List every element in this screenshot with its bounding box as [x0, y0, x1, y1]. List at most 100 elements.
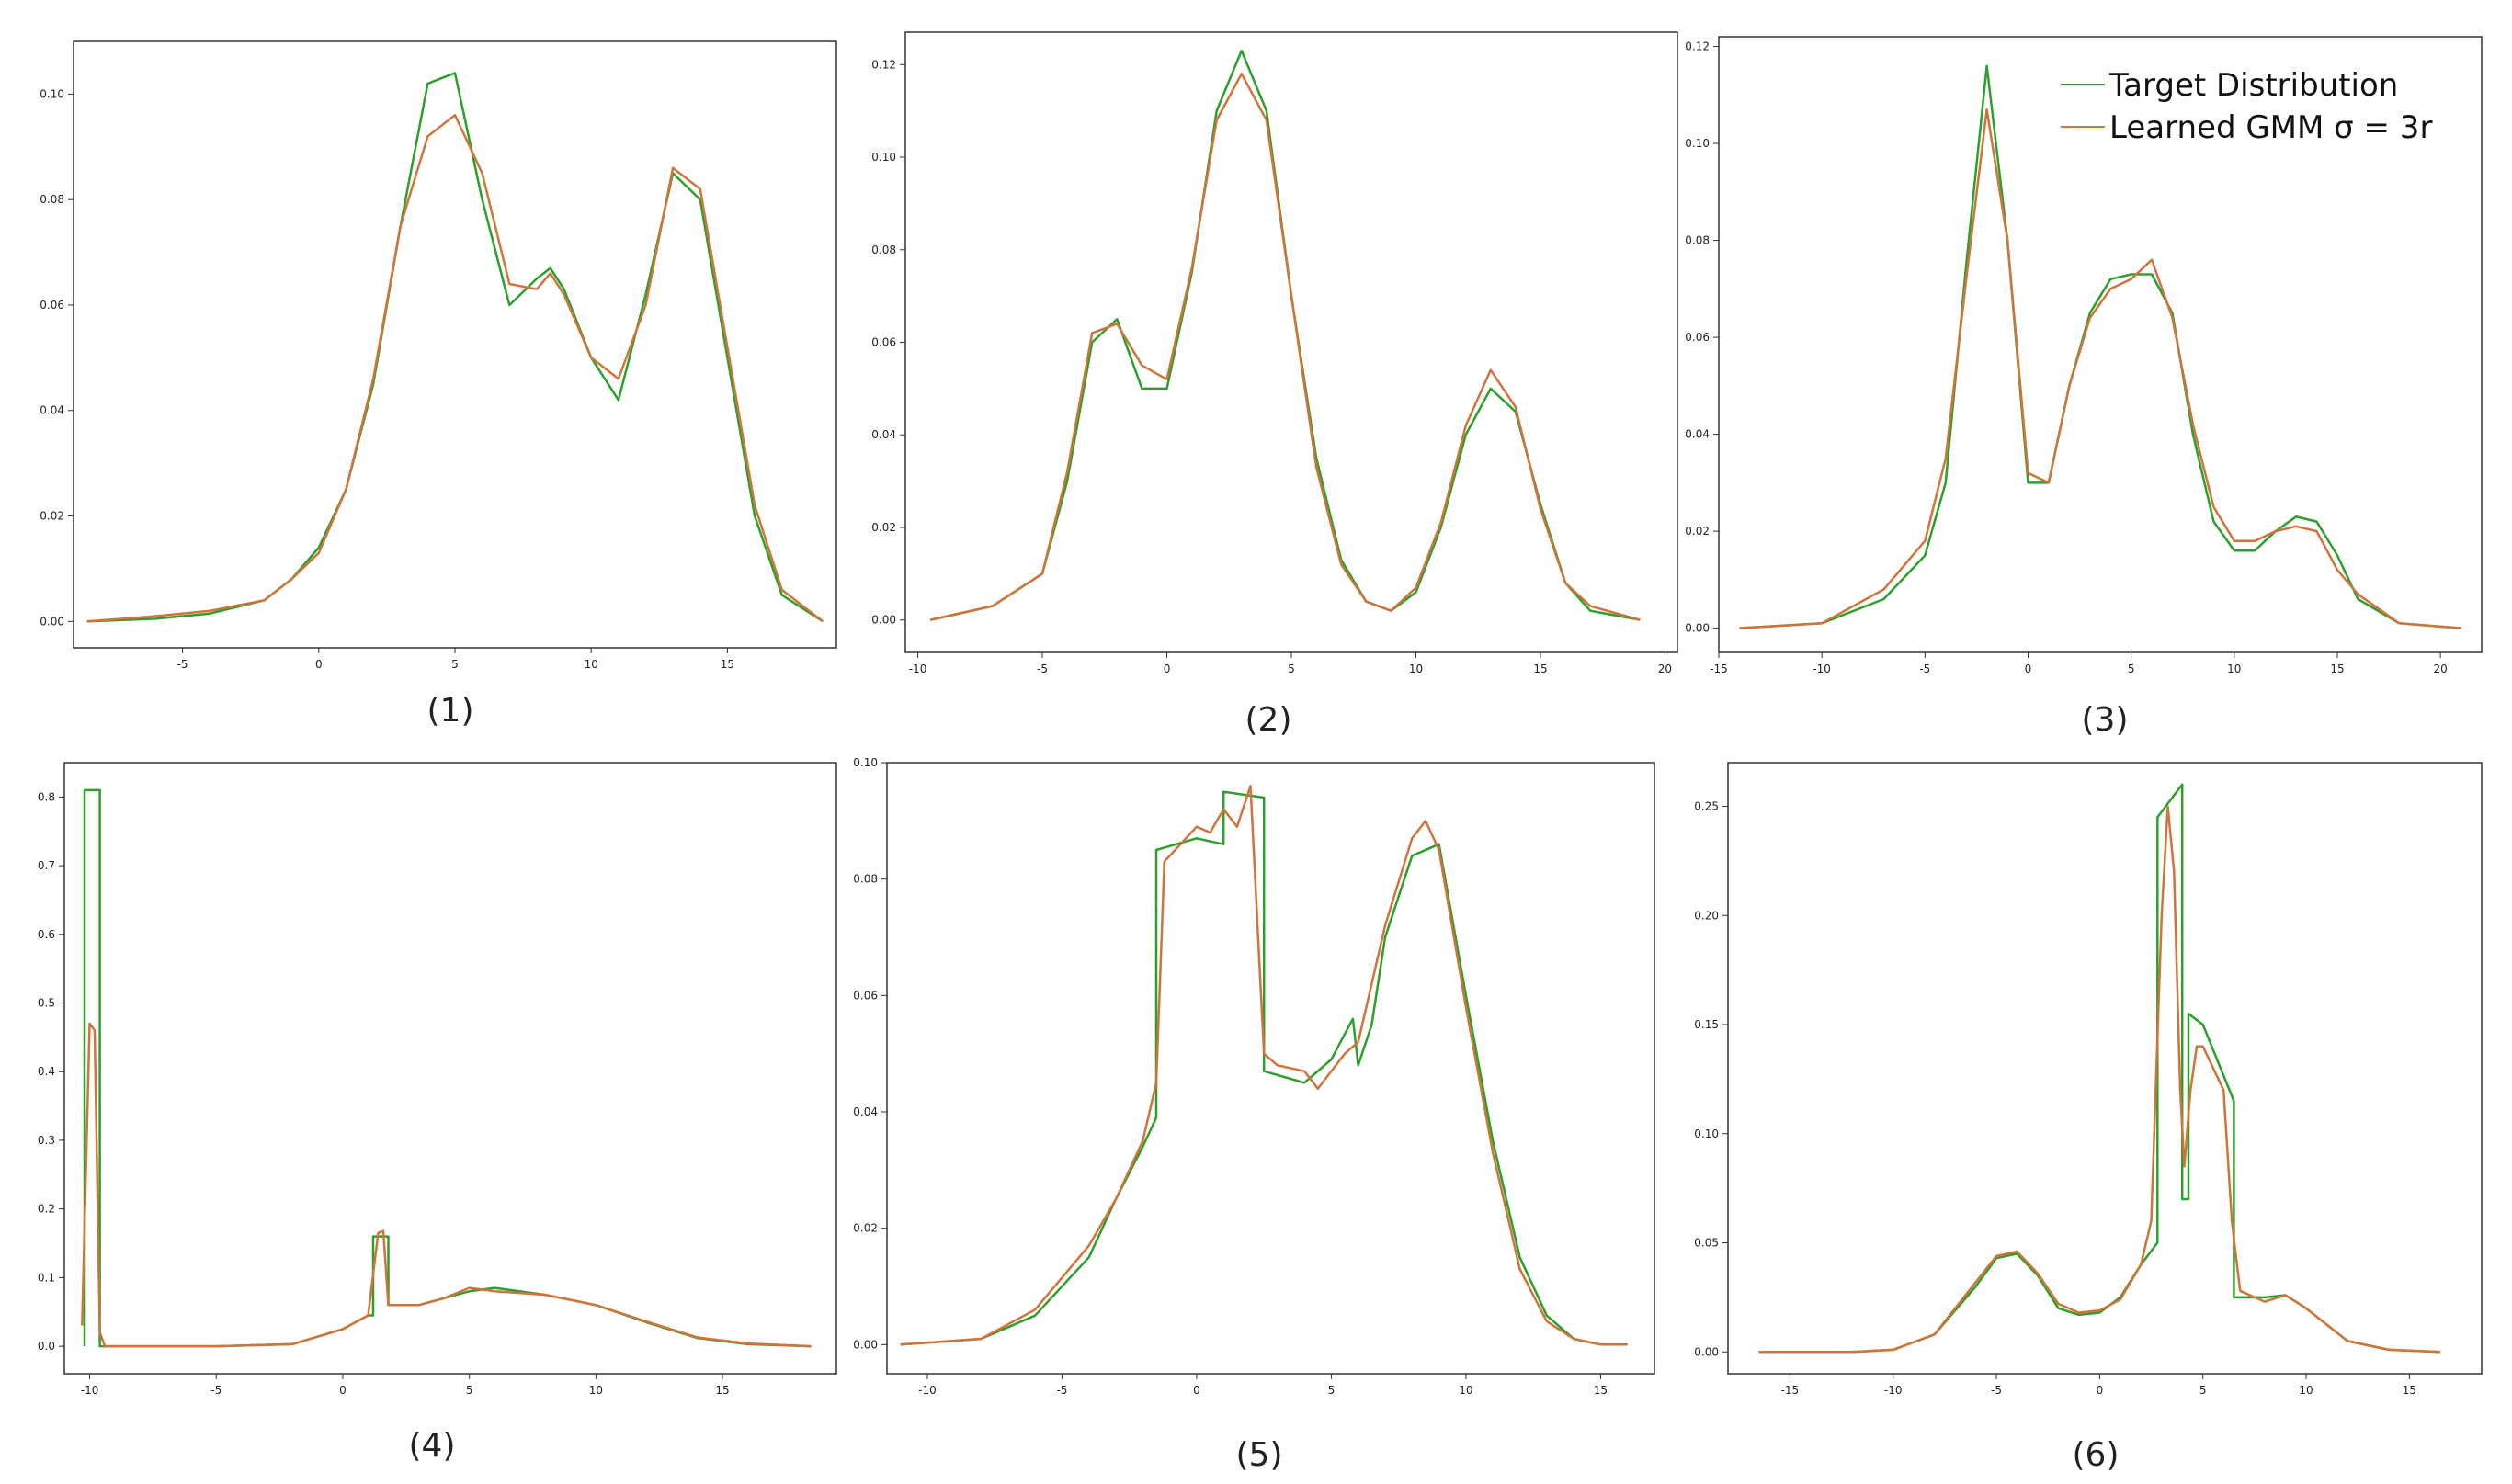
y-tick-label: 0.3 — [38, 1134, 55, 1147]
y-tick-label: 0.6 — [38, 928, 55, 941]
y-tick-label: 0.00 — [40, 615, 64, 628]
y-tick-label: 0.12 — [1685, 40, 1710, 53]
x-tick-label: 0 — [339, 1384, 347, 1397]
series-line-learned — [929, 73, 1641, 621]
chart-panel-3: -15 -10 -5 0 5 10 15 20 0.00 0.02 0.04 0.06 0.08 0.10… — [1685, 36, 2483, 739]
y-tick-label: 0.0 — [38, 1340, 55, 1353]
y-tick-label: 0.08 — [1685, 234, 1710, 247]
x-tick-label: 20 — [2433, 663, 2447, 675]
x-tick-label: 0 — [1193, 1384, 1200, 1397]
x-tick-label: 10 — [2227, 663, 2241, 675]
x-tick-label: 10 — [2299, 1384, 2313, 1397]
series-line-target — [83, 788, 812, 1348]
x-tick-label: 5 — [451, 658, 459, 671]
y-tick-label: 0.02 — [40, 510, 64, 523]
x-tick-label: 15 — [2330, 663, 2344, 675]
x-tick-label: 20 — [1658, 663, 1672, 675]
series-line-learned — [86, 114, 824, 623]
y-tick-label: 0.1 — [38, 1271, 55, 1284]
x-tick-label: 0 — [2025, 663, 2032, 675]
series-line-target — [900, 790, 1628, 1346]
legend-label-target: Target Distribution — [2108, 67, 2398, 104]
y-tick-label: 0.06 — [1685, 331, 1710, 344]
y-tick-label: 0.5 — [38, 997, 55, 1010]
x-tick-label: -10 — [1884, 1384, 1903, 1397]
x-tick-label: 10 — [589, 1384, 603, 1397]
y-tick-label: 0.06 — [853, 989, 878, 1002]
x-tick-label: -5 — [1991, 1384, 2002, 1397]
x-tick-label: 15 — [1594, 1384, 1608, 1397]
x-tick-label: -5 — [1919, 663, 1930, 675]
y-tick-label: 0.02 — [1685, 525, 1710, 538]
plot-frame — [73, 40, 837, 649]
x-tick-label: 5 — [466, 1384, 473, 1397]
y-tick-label: 0.7 — [38, 859, 55, 872]
x-tick-label: 10 — [585, 658, 598, 671]
plot-frame — [904, 31, 1678, 653]
y-tick-label: 0.04 — [1685, 428, 1710, 441]
y-tick-label: 0.12 — [871, 58, 896, 71]
panel-label: (5) — [1236, 1436, 1283, 1474]
chart-panel-5: -10 -5 0 5 10 15 0.00 0.02 0.04 0.06 0.08 0.10 (5) — [853, 756, 1655, 1474]
x-tick-label: -5 — [1056, 1384, 1067, 1397]
x-tick-label: 5 — [2128, 663, 2135, 675]
series-line-target — [1739, 64, 2461, 629]
x-tick-label: -15 — [1781, 1384, 1800, 1397]
panel-label: (1) — [427, 692, 474, 730]
y-tick-label: 0.08 — [853, 873, 878, 886]
series-line-target — [929, 49, 1641, 621]
y-tick-label: 0.10 — [853, 756, 878, 769]
plot-frame — [1718, 36, 2483, 653]
y-tick-label: 0.20 — [1694, 909, 1719, 922]
y-tick-label: 0.25 — [1694, 800, 1719, 813]
x-tick-label: -5 — [1037, 663, 1048, 675]
y-tick-label: 0.04 — [871, 428, 896, 441]
y-tick-label: 0.15 — [1694, 1018, 1719, 1031]
legend: Target Distribution Learned GMM σ = 3r — [2061, 67, 2432, 146]
y-tick-label: 0.4 — [38, 1065, 55, 1078]
y-tick-label: 0.06 — [40, 299, 64, 312]
plot-frame — [63, 762, 837, 1375]
x-tick-label: -10 — [1813, 663, 1831, 675]
series-line-learned — [900, 785, 1628, 1346]
x-tick-label: -15 — [1710, 663, 1728, 675]
y-tick-label: 0.04 — [853, 1105, 878, 1118]
y-tick-label: 0.00 — [1694, 1345, 1719, 1358]
x-tick-label: 10 — [1459, 1384, 1472, 1397]
x-tick-label: 15 — [1533, 663, 1547, 675]
x-tick-label: -5 — [177, 658, 188, 671]
y-tick-label: 0.10 — [1694, 1127, 1719, 1140]
panel-label: (4) — [409, 1427, 456, 1465]
y-tick-label: 0.00 — [1685, 622, 1710, 635]
legend-label-learned: Learned GMM σ = 3r — [2109, 109, 2432, 146]
y-tick-label: 0.08 — [871, 244, 896, 256]
x-tick-label: -10 — [918, 1384, 937, 1397]
x-tick-label: 5 — [1288, 663, 1295, 675]
plot-frame — [886, 762, 1655, 1375]
x-tick-label: 15 — [715, 1384, 729, 1397]
series-line-learned — [1739, 108, 2461, 629]
x-tick-label: 15 — [721, 658, 734, 671]
chart-panel-2: -10 -5 0 5 10 15 20 0.00 0.02 0.04 0.06 0.08 0.10 0.1… — [871, 31, 1678, 739]
y-tick-label: 0.10 — [1685, 137, 1710, 150]
x-tick-label: 0 — [2097, 1384, 2104, 1397]
chart-panel-1: -5 0 5 10 15 0.00 0.02 0.04 0.06 0.08 0.10 (1) — [40, 40, 837, 730]
x-tick-label: 10 — [1409, 663, 1423, 675]
y-tick-label: 0.10 — [40, 87, 64, 100]
y-tick-label: 0.08 — [40, 193, 64, 206]
x-tick-label: 0 — [315, 658, 323, 671]
series-line-target — [1758, 783, 2441, 1354]
plot-frame — [1727, 762, 2483, 1375]
y-tick-label: 0.00 — [871, 614, 896, 627]
y-tick-label: 0.06 — [871, 336, 896, 349]
panel-label: (3) — [2082, 701, 2129, 739]
series-line-target — [86, 72, 824, 623]
series-line-learned — [1758, 805, 2441, 1354]
y-tick-label: 0.00 — [853, 1338, 878, 1351]
y-tick-label: 0.10 — [871, 151, 896, 164]
x-tick-label: 5 — [1328, 1384, 1336, 1397]
x-tick-label: -10 — [909, 663, 927, 675]
panel-label: (6) — [2073, 1436, 2120, 1474]
series-line-learned — [81, 1022, 812, 1348]
